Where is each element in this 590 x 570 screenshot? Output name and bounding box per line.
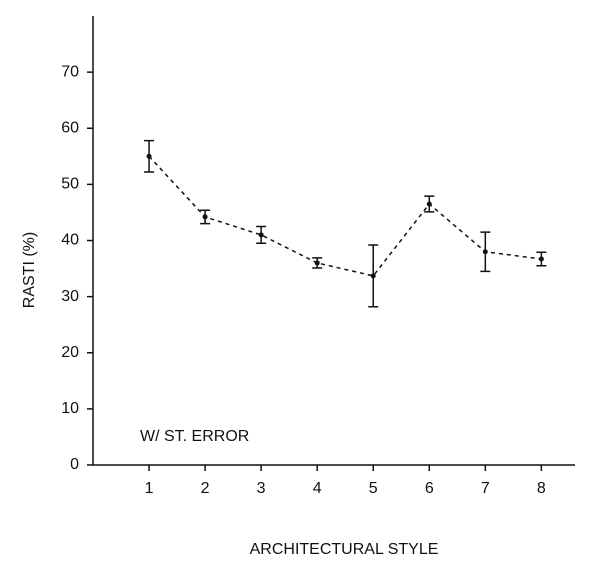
y-tick-label: 20 xyxy=(61,344,79,361)
x-tick-label: 6 xyxy=(425,480,434,497)
data-point xyxy=(370,273,376,279)
y-tick-label: 30 xyxy=(61,288,79,305)
x-tick-label: 5 xyxy=(369,480,378,497)
x-tick-label: 8 xyxy=(537,480,546,497)
x-tick-label: 4 xyxy=(313,480,322,497)
x-axis-label: ARCHITECTURAL STYLE xyxy=(250,541,439,558)
y-axis-label: RASTI (%) xyxy=(21,232,38,308)
y-tick-label: 10 xyxy=(61,400,79,417)
data-point xyxy=(482,249,488,255)
data-line xyxy=(148,155,542,277)
data-point xyxy=(202,214,208,220)
annotation: W/ ST. ERROR xyxy=(140,428,249,445)
x-tick-label: 1 xyxy=(145,480,154,497)
x-tick-label: 3 xyxy=(257,480,266,497)
data-point xyxy=(426,201,432,207)
y-tick-label: 50 xyxy=(61,176,79,193)
data-point xyxy=(538,256,544,262)
y-tick-label: 60 xyxy=(61,119,79,136)
x-tick-label: 2 xyxy=(201,480,210,497)
y-tick-label: 0 xyxy=(70,456,79,473)
data-point xyxy=(314,260,320,266)
data-point xyxy=(258,232,264,238)
y-tick-label: 70 xyxy=(61,63,79,80)
data-point xyxy=(146,153,152,159)
x-tick-label: 7 xyxy=(481,480,490,497)
y-tick-label: 40 xyxy=(61,232,79,249)
